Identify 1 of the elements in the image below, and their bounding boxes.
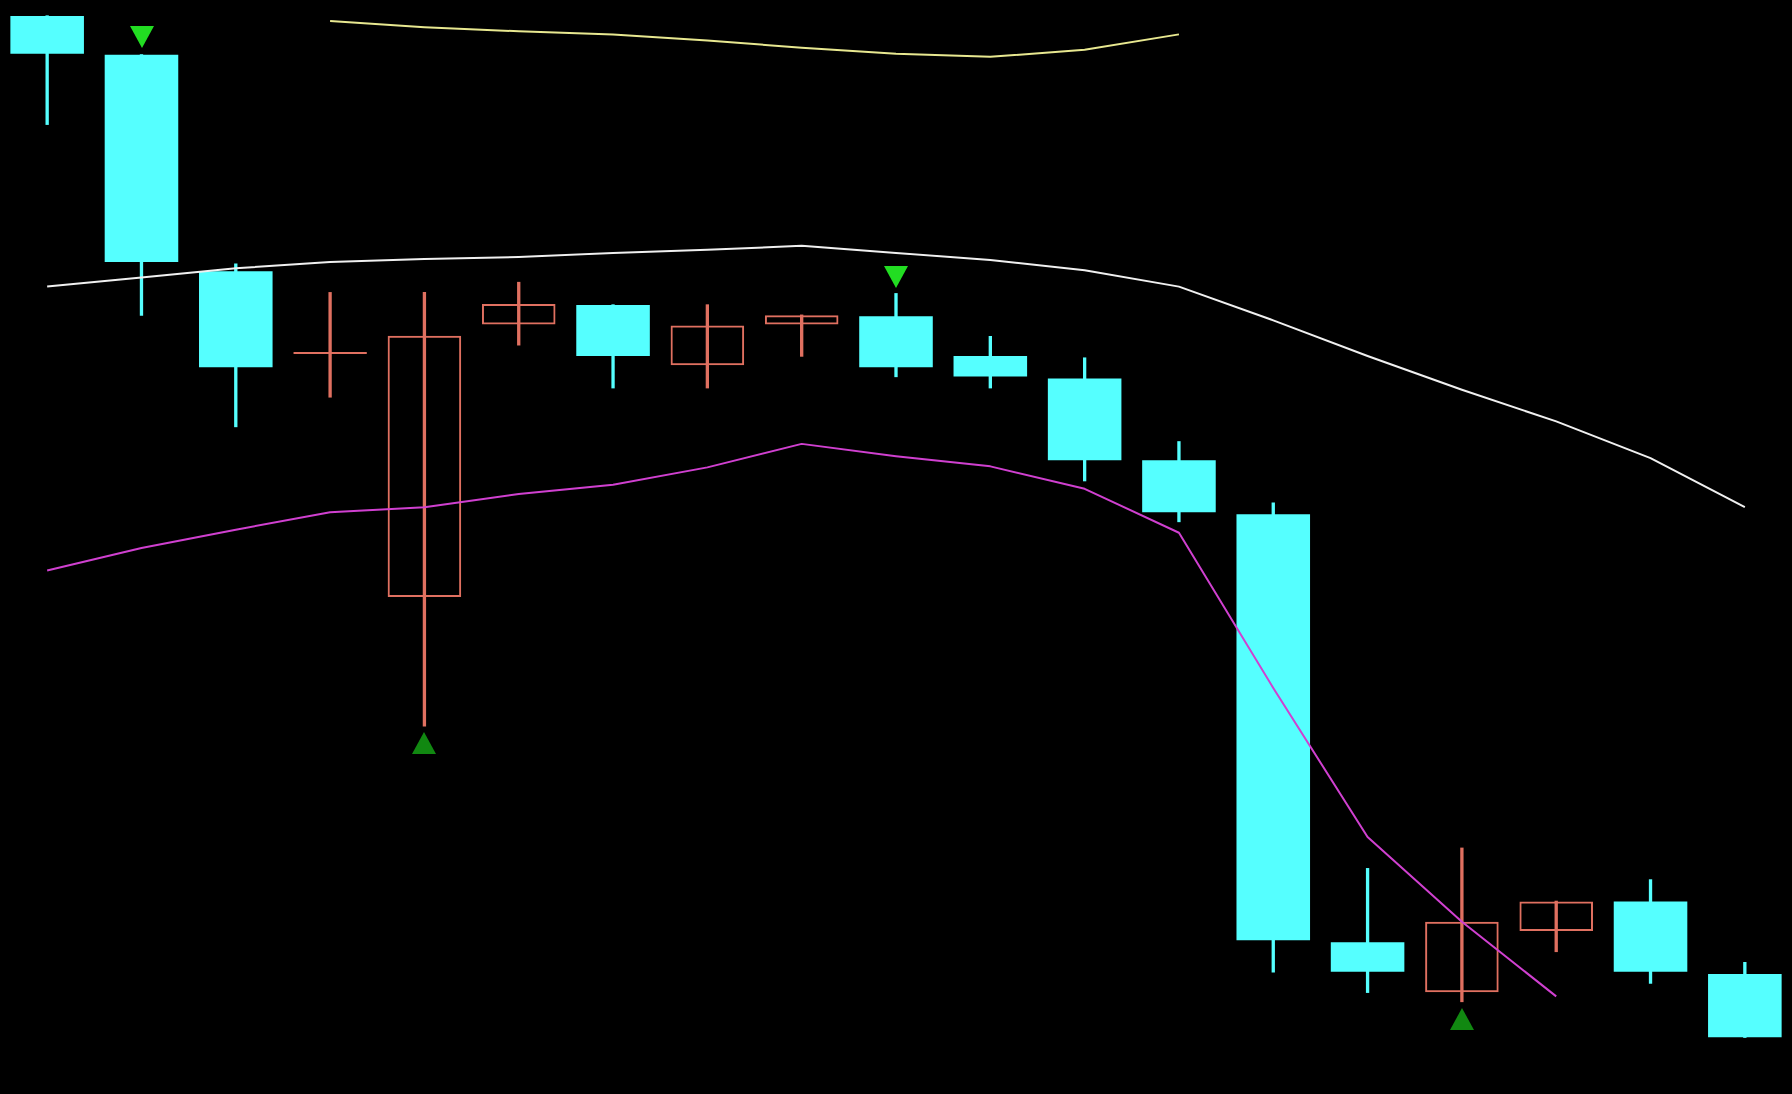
- candlestick: [293, 292, 367, 398]
